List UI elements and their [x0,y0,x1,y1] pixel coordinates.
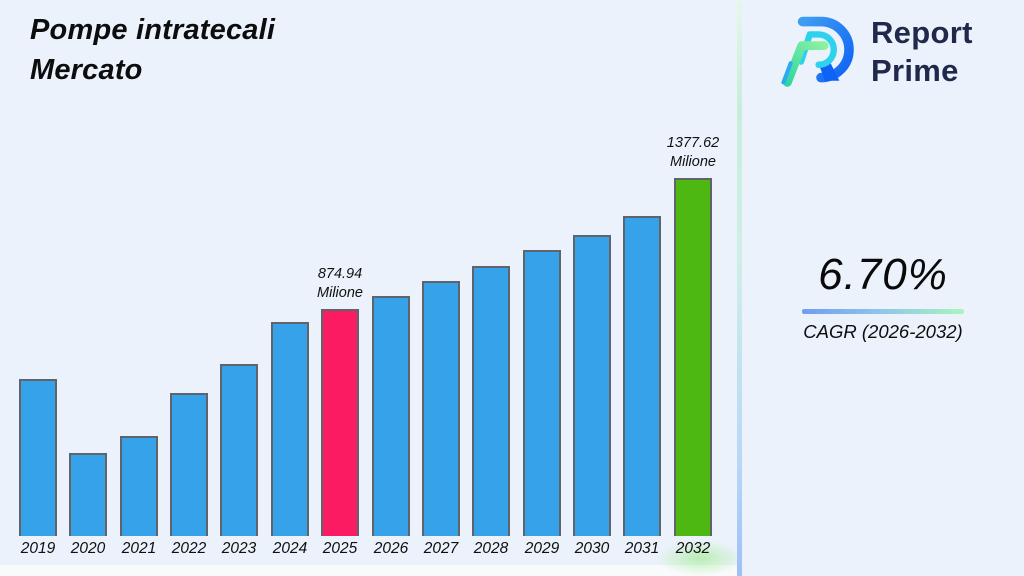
x-axis-label-2019: 2019 [20,540,56,557]
bar-2027 [422,281,460,536]
brand-logo-line2: Prime [871,53,959,88]
bar-chart: 2019 2020 2021 2022 2023 2024 2025 874.94 Milion… [0,135,745,576]
bar-2024 [271,322,309,536]
x-axis-label-2026: 2026 [373,540,409,557]
x-axis-label-2030: 2030 [574,540,610,557]
x-axis-label-2021: 2021 [121,540,157,557]
brand-logo: Report Prime [780,12,973,92]
value-label-line: Milione [317,285,363,301]
vertical-divider [737,0,742,576]
bar-2031 [623,216,661,536]
bar-2019 [19,379,57,536]
value-label-2032: 1377.62 Milione [638,134,748,172]
bar-2021 [120,436,158,536]
bar-2030 [573,235,611,536]
cagr-label: CAGR (2026-2032) [803,321,963,342]
value-label-2025: 874.94 Milione [285,265,395,303]
x-axis-label-2022: 2022 [171,540,207,557]
x-axis-label-2025: 2025 [322,540,358,557]
bar-2023 [220,364,258,536]
cagr-underline [802,309,964,314]
cagr-value: 6.70% [818,250,948,299]
x-axis-label-2032: 2032 [675,540,711,557]
brand-logo-line1: Report [871,15,973,50]
x-axis-label-2024: 2024 [272,540,308,557]
bar-2028 [472,266,510,536]
page-title-line2: Mercato [30,54,143,86]
value-label-line: 1377.62 [666,135,720,151]
value-label-line: 874.94 [317,266,363,282]
x-axis-label-2029: 2029 [524,540,560,557]
x-axis-label-2020: 2020 [70,540,106,557]
bar-2032 [674,178,712,536]
report-prime-logo-icon [781,16,854,87]
brand-logo-text: Report Prime [871,14,973,90]
bar-2022 [170,393,208,536]
x-axis-label-2028: 2028 [473,540,509,557]
x-axis-label-2027: 2027 [423,540,459,557]
bar-2020 [69,453,107,536]
cagr-block: 6.70% CAGR (2026-2032) [742,250,1024,343]
bar-2029 [523,250,561,536]
page-title-line1: Pompe intratecali [30,14,276,46]
bar-2026 [372,296,410,536]
x-axis-label-2031: 2031 [624,540,660,557]
page-title: Pompe intratecali Mercato [30,10,275,90]
chart-baseline-strip [0,565,738,576]
bar-2025 [321,309,359,536]
x-axis-label-2023: 2023 [221,540,257,557]
value-label-line: Milione [670,154,716,170]
